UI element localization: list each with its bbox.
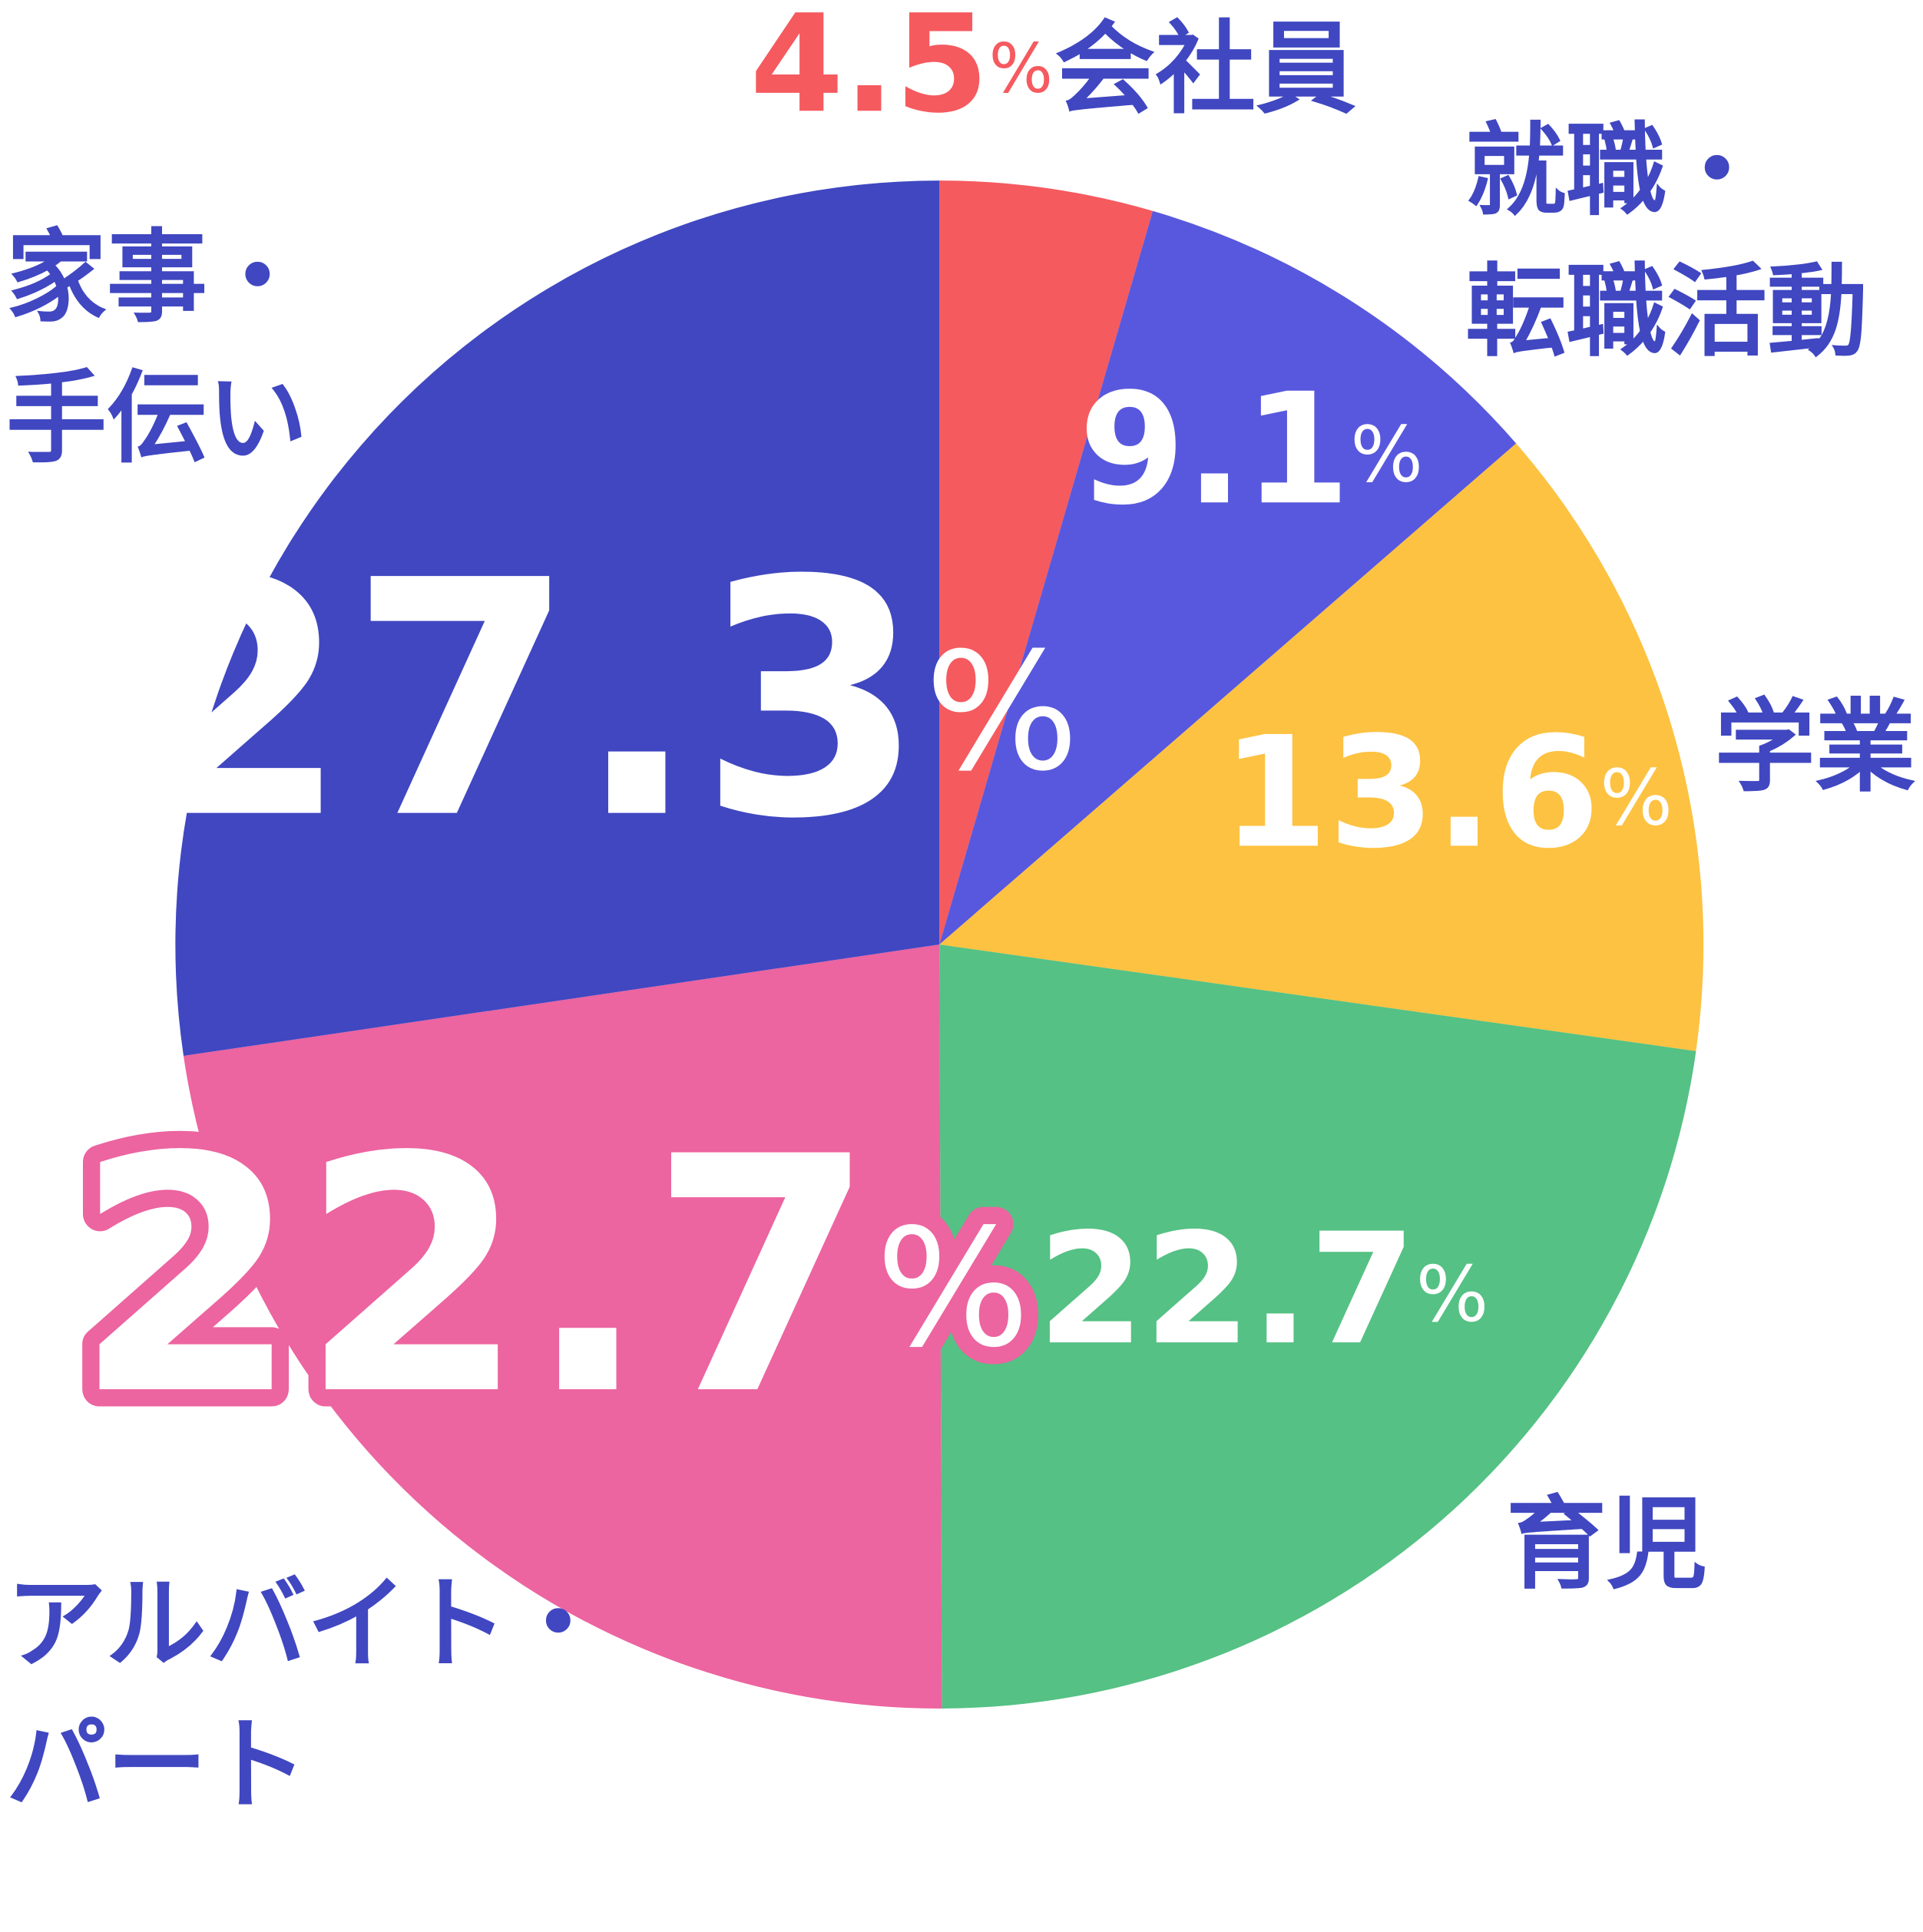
category-label: 転職活動 xyxy=(1465,253,1868,370)
value-number: 4.5 xyxy=(750,0,988,144)
category-label: パート xyxy=(6,1706,308,1824)
value-number: 22.7 xyxy=(1038,1201,1416,1379)
pie-slice xyxy=(939,944,1696,1709)
category-label: 就職・ xyxy=(1465,112,1767,230)
category-label: 会社員 xyxy=(1054,10,1356,127)
value-label: 22.7% xyxy=(74,1087,1030,1466)
value-number: 13.6 xyxy=(1222,704,1600,882)
value-unit: % xyxy=(925,618,1079,807)
pie-slice xyxy=(183,944,942,1709)
value-label: 13.6% xyxy=(1222,704,1673,882)
value-number: 22.7 xyxy=(74,1087,875,1466)
category-label: 学業 xyxy=(1715,688,1916,806)
value-label: 9.1% xyxy=(1079,361,1423,539)
category-label: 育児 xyxy=(1506,1485,1707,1603)
value-unit: % xyxy=(1350,410,1423,500)
pie-slice xyxy=(175,180,940,1057)
pie-slice xyxy=(939,443,1704,1051)
value-unit: % xyxy=(1416,1250,1489,1340)
category-label: アルバイト・ xyxy=(6,1565,608,1682)
value-number: 27.3 xyxy=(123,511,925,889)
category-label: 家事・ xyxy=(6,219,308,336)
value-label: 4.5% xyxy=(750,0,1053,144)
pie-slice xyxy=(939,180,1153,945)
value-label: 22.7% xyxy=(1038,1201,1488,1379)
pie-slice xyxy=(939,210,1517,945)
value-unit: % xyxy=(989,29,1053,108)
value-number: 9.1 xyxy=(1079,361,1351,539)
value-label: 27.3% xyxy=(123,511,1079,889)
value-unit: % xyxy=(875,1194,1030,1383)
category-label: 手伝い xyxy=(6,359,308,477)
value-unit: % xyxy=(1600,753,1673,843)
